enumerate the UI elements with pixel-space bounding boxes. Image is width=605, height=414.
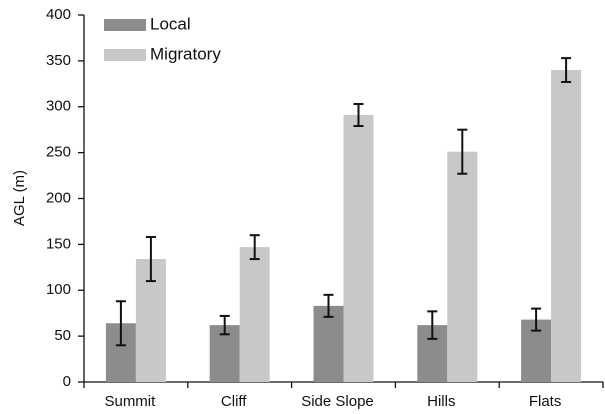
error-bar xyxy=(115,300,126,347)
y-tick-label: 350 xyxy=(46,52,71,69)
bar xyxy=(239,247,270,382)
y-tick-label: 250 xyxy=(46,144,71,161)
y-tick-label: 200 xyxy=(46,189,71,206)
bar xyxy=(343,115,374,382)
legend-swatch xyxy=(104,19,146,31)
y-axis-title: AGL (m) xyxy=(11,170,28,226)
legend-swatch xyxy=(104,49,146,61)
x-tick-label: Summit xyxy=(104,393,156,410)
y-tick-label: 150 xyxy=(46,235,71,252)
error-bar xyxy=(219,314,230,336)
y-tick-label: 100 xyxy=(46,281,71,298)
error-bar xyxy=(323,293,334,318)
x-tick-label: Flats xyxy=(529,393,562,410)
bar xyxy=(313,305,344,382)
x-tick-label: Hills xyxy=(427,393,455,410)
error-bar xyxy=(561,57,572,83)
bar xyxy=(447,151,478,382)
y-tick-label: 400 xyxy=(46,6,71,23)
x-tick-label: Cliff xyxy=(221,393,247,410)
error-bar xyxy=(427,310,438,340)
y-tick-label: 0 xyxy=(63,373,71,390)
x-tick-label: Side Slope xyxy=(301,393,374,410)
error-bar xyxy=(145,236,156,283)
error-bar xyxy=(531,307,542,332)
legend-label: Migratory xyxy=(150,44,221,63)
y-tick-label: 50 xyxy=(54,327,71,344)
y-tick-label: 300 xyxy=(46,98,71,115)
legend-label: Local xyxy=(150,14,191,33)
error-bar xyxy=(353,102,364,128)
bar xyxy=(551,70,582,383)
error-bar xyxy=(249,234,260,261)
error-bar xyxy=(457,128,468,175)
